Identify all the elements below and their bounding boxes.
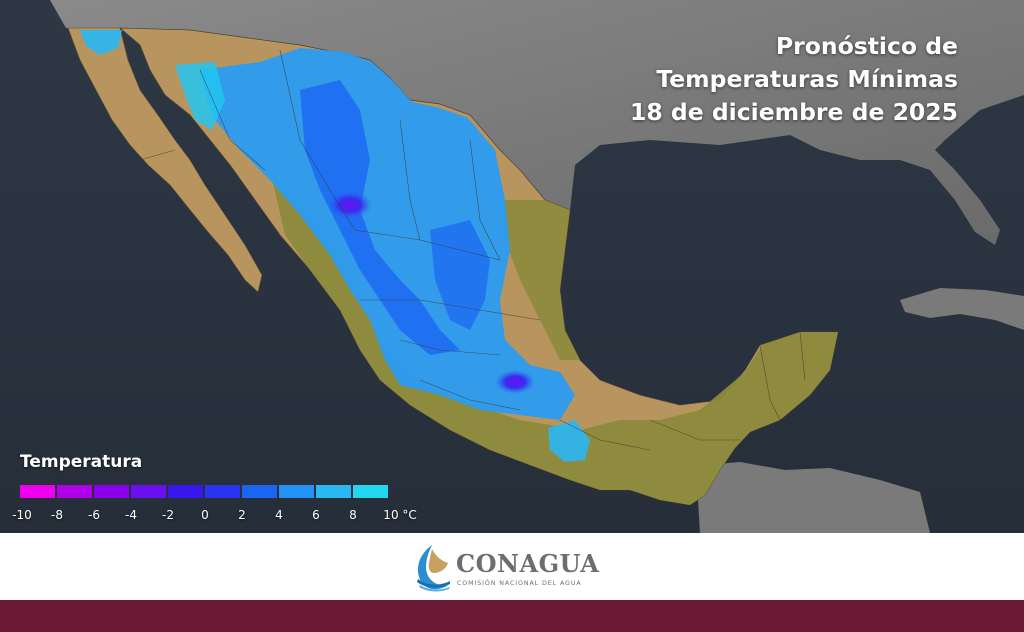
colder-zone-east (430, 220, 490, 330)
cold-zone-baja-north (80, 30, 122, 55)
logo-band: CONAGUA COMISIÓN NACIONAL DEL AGUA (0, 533, 1024, 600)
warm-southern-zone (270, 170, 838, 505)
conagua-emblem-icon (417, 545, 450, 592)
legend-swatch-1 (57, 485, 92, 498)
title-date: 18 de diciembre de 2025 (630, 98, 958, 126)
legend-tick-label: 0 (201, 508, 209, 522)
legend-tick-label: 8 (349, 508, 357, 522)
baja-california-peninsula (67, 27, 263, 293)
legend-swatch-8 (316, 485, 351, 498)
forecast-map: Pronóstico de Temperaturas Mínimas 18 de… (0, 0, 1024, 533)
legend-tick-label: 6 (312, 508, 320, 522)
legend-swatch-9 (353, 485, 388, 498)
coldest-core-durango (328, 191, 372, 219)
central-america-landmass (698, 462, 930, 533)
legend-tick-label: 10 °C (383, 508, 417, 522)
legend-tick-label: -4 (125, 508, 137, 522)
coldest-core-puebla (495, 370, 535, 394)
legend-swatch-2 (94, 485, 129, 498)
legend-swatch-6 (242, 485, 277, 498)
temperature-map (0, 0, 1024, 533)
legend-swatch-3 (131, 485, 166, 498)
legend-color-scale (20, 485, 390, 498)
conagua-logo: CONAGUA COMISIÓN NACIONAL DEL AGUA (410, 543, 630, 593)
legend-swatch-0 (20, 485, 55, 498)
map-title: Pronóstico de Temperaturas Mínimas 18 de… (630, 30, 958, 129)
united-states-landmass (50, 0, 1024, 245)
legend-tick-label: 4 (275, 508, 283, 522)
legend-tick-label: -2 (162, 508, 174, 522)
cold-zone-sonora (175, 62, 225, 130)
warm-gulf-coast-zone (500, 200, 580, 360)
colder-zone-central (300, 80, 460, 355)
legend-title: Temperatura (20, 452, 143, 472)
state-borders (139, 49, 806, 451)
title-line-1: Pronóstico de (775, 32, 958, 60)
cold-zone-southeast (548, 420, 590, 462)
logo-subtitle: COMISIÓN NACIONAL DEL AGUA (457, 580, 582, 587)
legend-swatch-4 (168, 485, 203, 498)
cuba-landmass (900, 288, 1024, 330)
legend-tick-label: -8 (51, 508, 63, 522)
legend-tick-label: -10 (12, 508, 32, 522)
title-line-2: Temperaturas Mínimas (656, 65, 958, 93)
temperature-legend: Temperatura -10 -8 -6 -4 -2 0 2 4 6 8 10 °C (12, 452, 418, 532)
legend-tick-label: 2 (238, 508, 246, 522)
legend-swatch-7 (279, 485, 314, 498)
footer-bar (0, 600, 1024, 632)
legend-tick-labels: -10 -8 -6 -4 -2 0 2 4 6 8 10 °C (12, 508, 418, 524)
cold-zone-main (200, 48, 575, 420)
logo-name: CONAGUA (456, 549, 600, 578)
legend-swatch-5 (205, 485, 240, 498)
legend-tick-label: -6 (88, 508, 100, 522)
